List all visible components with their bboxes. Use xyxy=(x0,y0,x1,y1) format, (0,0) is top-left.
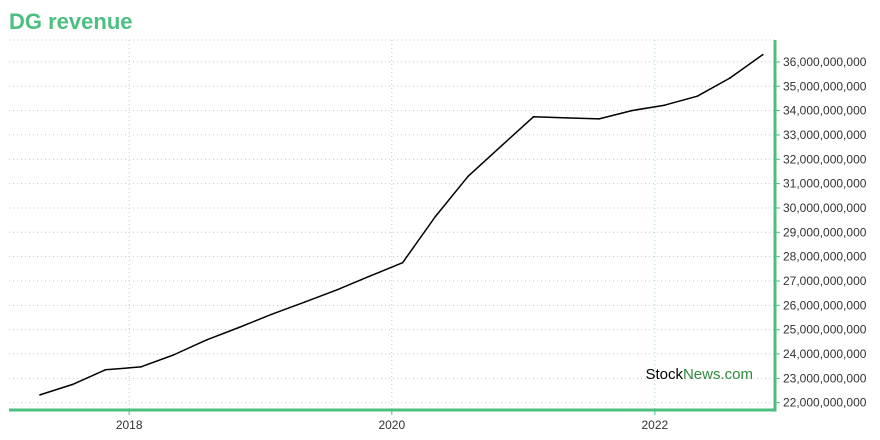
chart-title: DG revenue xyxy=(9,9,133,34)
y-tick-label: 27,000,000,000 xyxy=(783,274,867,288)
data-point xyxy=(434,215,437,218)
y-tick-label: 28,000,000,000 xyxy=(783,250,867,264)
data-point xyxy=(401,261,404,264)
y-tick-label: 23,000,000,000 xyxy=(783,371,867,385)
watermark-stock: Stock xyxy=(645,366,683,383)
axes xyxy=(9,40,780,415)
data-point xyxy=(71,383,74,386)
data-point xyxy=(104,369,107,371)
y-tick-label: 25,000,000,000 xyxy=(783,323,867,337)
y-tick-label: 30,000,000,000 xyxy=(783,201,867,215)
y-tick-label: 36,000,000,000 xyxy=(783,55,867,69)
y-tick-label: 29,000,000,000 xyxy=(783,225,867,239)
data-point xyxy=(663,104,666,107)
data-point xyxy=(565,117,568,119)
data-point xyxy=(729,77,731,79)
data-point xyxy=(172,354,175,356)
data-point xyxy=(303,301,306,303)
grid-lines xyxy=(9,39,775,410)
watermark-news: News xyxy=(683,366,721,383)
data-point xyxy=(500,145,502,148)
y-tick-labels: 22,000,000,000 23,000,000,000 24,000,000,0… xyxy=(783,55,867,410)
watermark-com: .com xyxy=(720,366,753,383)
y-tick-label: 35,000,000,000 xyxy=(783,79,867,93)
y-tick-label: 26,000,000,000 xyxy=(783,298,867,312)
data-point xyxy=(238,326,240,329)
x-tick-label: 2020 xyxy=(378,418,405,432)
series-layer xyxy=(39,53,764,396)
data-point xyxy=(205,339,207,341)
data-point xyxy=(369,275,371,277)
y-tick-label: 22,000,000,000 xyxy=(783,396,867,410)
data-point xyxy=(39,394,41,396)
y-tick-label: 24,000,000,000 xyxy=(783,347,867,361)
data-point xyxy=(598,118,600,120)
x-tick-labels: 2018 2020 2022 xyxy=(116,418,669,432)
data-point xyxy=(467,175,469,178)
y-tick-label: 32,000,000,000 xyxy=(783,152,867,166)
y-tick-label: 34,000,000,000 xyxy=(783,104,867,118)
data-point xyxy=(336,288,338,291)
x-tick-label: 2022 xyxy=(641,418,668,432)
data-point xyxy=(696,95,699,98)
data-point xyxy=(631,109,633,112)
data-point xyxy=(761,53,764,56)
y-tick-label: 33,000,000,000 xyxy=(783,128,867,142)
data-point xyxy=(532,115,535,118)
x-tick-label: 2018 xyxy=(116,418,143,432)
data-point xyxy=(270,313,273,316)
watermark: StockNews.com xyxy=(645,366,753,383)
y-tick-label: 31,000,000,000 xyxy=(783,177,867,191)
data-point xyxy=(139,366,142,368)
